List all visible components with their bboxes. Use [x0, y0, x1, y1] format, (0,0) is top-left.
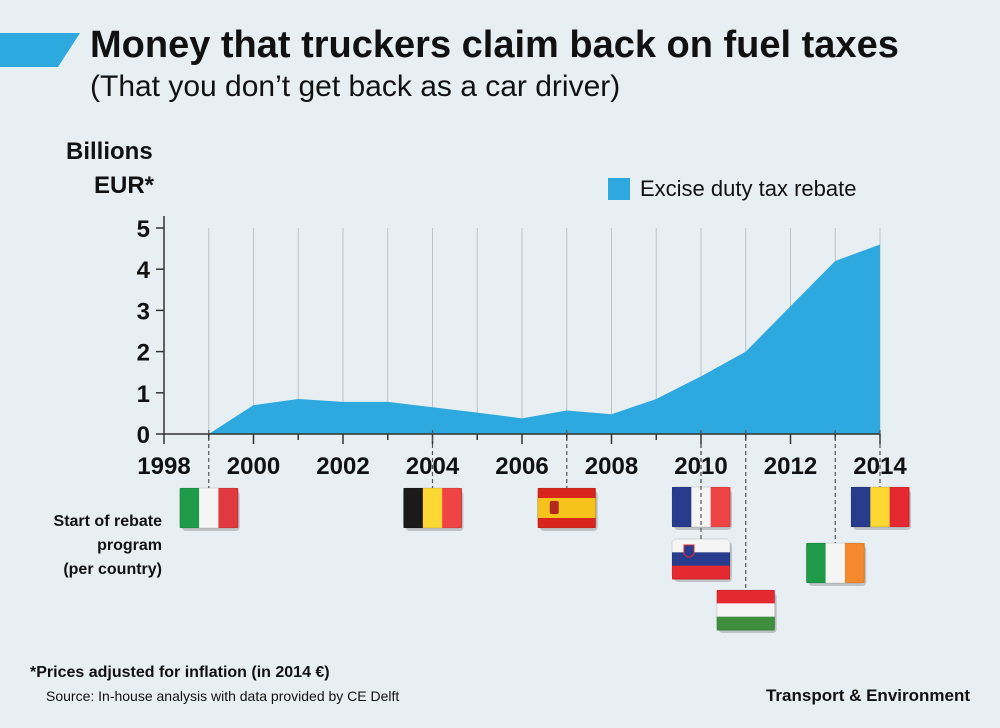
flag-stripe [825, 543, 846, 583]
flag-stripe [716, 616, 775, 631]
x-tick-label: 1998 [137, 453, 190, 480]
chart-subtitle: (That you don’t get back as a car driver… [90, 70, 621, 103]
flag-border [403, 487, 462, 529]
flag-stripe [199, 488, 219, 528]
flag-stripe [806, 543, 827, 583]
flag-stripe [422, 488, 443, 528]
flag-stripe [889, 487, 910, 527]
x-tick-label: 2006 [495, 453, 548, 480]
slovenia-flag [671, 538, 732, 582]
flag-stripe [442, 488, 462, 528]
flag-border [716, 589, 776, 631]
flag-stripe [851, 487, 871, 527]
ireland-flag [805, 542, 867, 586]
hungary-flag [716, 589, 777, 633]
romania-flag [850, 486, 911, 530]
rebate-program-label-line: (per country) [63, 561, 162, 578]
flag-border [850, 486, 910, 528]
rebate-program-label-line: program [97, 537, 162, 554]
flag-emblem [549, 501, 559, 514]
flag-border [179, 487, 239, 529]
x-tick-label: 2002 [316, 453, 369, 480]
flag-stripe [716, 603, 775, 618]
flag-border [671, 538, 731, 580]
x-tick-label: 2000 [227, 453, 280, 480]
flag-stripe [672, 487, 692, 527]
flag-stripe [672, 552, 730, 567]
flag-stripe [870, 487, 891, 527]
flag-border [805, 542, 865, 584]
brand-name: Transport & Environment [765, 686, 970, 705]
x-tick-label: 2008 [585, 453, 638, 480]
france-flag [671, 486, 732, 530]
x-tick-label: 2012 [764, 453, 817, 480]
legend-label: Excise duty tax rebate [640, 176, 857, 201]
y-tick-label: 0 [137, 422, 150, 449]
flag-border [537, 487, 597, 529]
chart-title: Money that truckers claim back on fuel t… [90, 24, 899, 66]
legend-swatch [608, 178, 630, 200]
area-series-excise-duty-rebate [208, 244, 880, 434]
flag-stripe [218, 488, 239, 528]
flag-stripe [672, 539, 730, 553]
rebate-program-label: Start of rebate program (per country) [30, 510, 162, 582]
flag-stripe [710, 487, 731, 527]
flag-emblem [683, 544, 695, 558]
y-axis-label-line2: EUR* [94, 172, 155, 199]
y-tick-label: 2 [137, 340, 150, 367]
title-accent-shape [0, 33, 80, 67]
spain-flag [537, 487, 598, 531]
source-note: Source: In-house analysis with data prov… [46, 688, 400, 704]
y-axis-label-line1: Billions [66, 138, 153, 165]
y-tick-label: 1 [137, 381, 150, 408]
legend: Excise duty tax rebate [608, 176, 856, 202]
flag-stripe [672, 565, 730, 580]
y-tick-label: 3 [137, 298, 150, 325]
y-tick-label: 4 [137, 257, 151, 284]
flag-stripe [179, 488, 200, 528]
y-tick-label: 5 [137, 216, 150, 243]
footnote: *Prices adjusted for inflation (in 2014 … [30, 664, 330, 681]
flag-stripe [716, 590, 775, 604]
rebate-program-label-line: Start of rebate [53, 513, 162, 530]
belgium-flag [403, 487, 464, 531]
flag-stripe [537, 498, 596, 518]
flag-stripe [844, 543, 865, 583]
italy-flag [179, 487, 240, 531]
flag-stripe [403, 488, 424, 528]
